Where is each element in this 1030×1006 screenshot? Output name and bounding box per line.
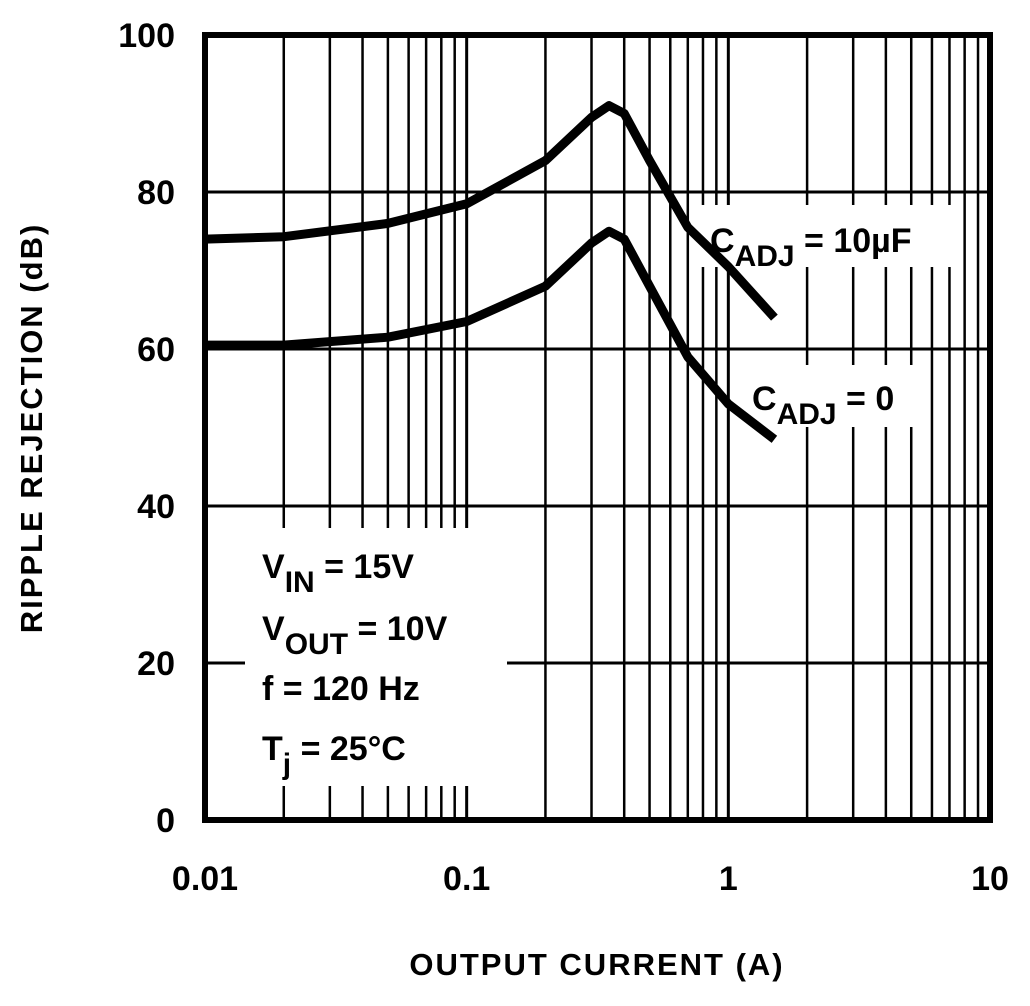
- y-tick-label: 60: [137, 331, 175, 369]
- x-axis-title: OUTPUT CURRENT (A): [409, 947, 784, 982]
- label-background: [700, 205, 955, 267]
- series: [204, 101, 778, 443]
- y-axis-title: RIPPLE REJECTION (dB): [14, 223, 49, 634]
- annotation-text: C: [710, 222, 735, 260]
- y-tick-label: 100: [118, 17, 175, 55]
- annotation-text: V: [262, 610, 285, 648]
- annotation-subscript: IN: [285, 566, 315, 599]
- annotation-text: = 10µF: [795, 222, 912, 260]
- x-tick-label: 1: [719, 860, 738, 898]
- annotation-text: = 0: [837, 380, 895, 418]
- y-tick-label: 80: [137, 174, 175, 212]
- y-tick-label: 40: [137, 488, 175, 526]
- x-tick-label: 10: [971, 860, 1009, 898]
- annotation: CADJ = 0: [752, 380, 894, 431]
- plot-frame: [202, 32, 993, 823]
- label-background: [745, 365, 930, 427]
- annotation-subscript: ADJ: [735, 240, 795, 273]
- annotation-text: = 15V: [315, 548, 415, 586]
- annotation: VOUT = 10V: [262, 610, 448, 661]
- x-tick-label: 0.1: [443, 860, 490, 898]
- annotation: CADJ = 10µF: [710, 222, 912, 273]
- y-tick-label: 20: [137, 645, 175, 683]
- annotation-text: V: [262, 548, 285, 586]
- label-backgrounds: [245, 205, 955, 786]
- annotation-text: C: [752, 380, 777, 418]
- annotation: Tj = 25°C: [262, 730, 406, 781]
- annotation-text: f = 120 Hz: [262, 670, 420, 708]
- annotation-text: T: [262, 730, 283, 768]
- annotation: f = 120 Hz: [262, 670, 420, 708]
- annotation-text: = 10V: [348, 610, 448, 648]
- conditions-background: [245, 528, 507, 786]
- series-line: [205, 226, 778, 443]
- annotation-text: = 25°C: [291, 730, 406, 768]
- x-tick-label: 0.01: [172, 860, 238, 898]
- annotation-subscript: j: [282, 748, 291, 781]
- y-tick-label: 0: [156, 802, 175, 840]
- series-line: [204, 101, 778, 321]
- annotation: VIN = 15V: [262, 548, 414, 599]
- annotation-subscript: ADJ: [777, 398, 837, 431]
- annotation-subscript: OUT: [285, 628, 348, 661]
